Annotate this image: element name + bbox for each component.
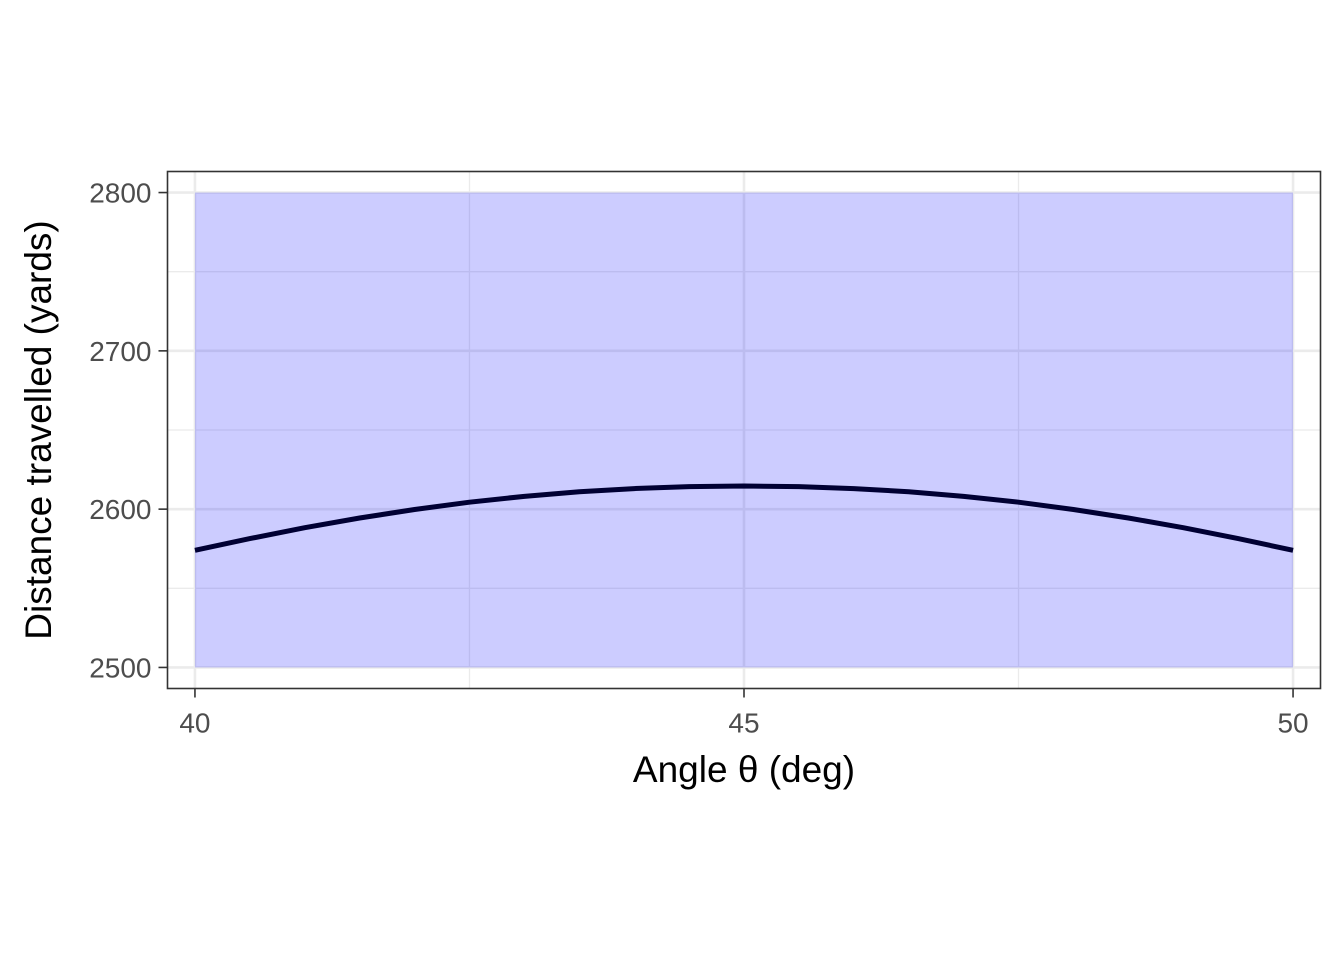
- shaded-band: [194, 192, 1294, 668]
- series-layer: [194, 483, 1294, 553]
- y-axis: 2500 2600 2700 2800: [89, 178, 168, 683]
- x-tick-label: 45: [728, 708, 759, 739]
- x-axis: 40 45 50: [179, 688, 1309, 739]
- y-tick-label: 2800: [89, 178, 151, 209]
- y-tick-label: 2600: [89, 494, 151, 525]
- y-tick-label: 2500: [89, 652, 151, 683]
- x-tick-label: 50: [1277, 708, 1308, 739]
- plot-area: [166, 170, 1322, 690]
- series-line: [194, 483, 1294, 553]
- band-layer: [194, 192, 1294, 668]
- grid-major: [167, 171, 1321, 689]
- y-axis-title: Distance travelled (yards): [18, 220, 59, 639]
- x-tick-label: 40: [179, 708, 210, 739]
- y-tick-label: 2700: [89, 336, 151, 367]
- x-axis-title: Angle θ (deg): [633, 749, 855, 790]
